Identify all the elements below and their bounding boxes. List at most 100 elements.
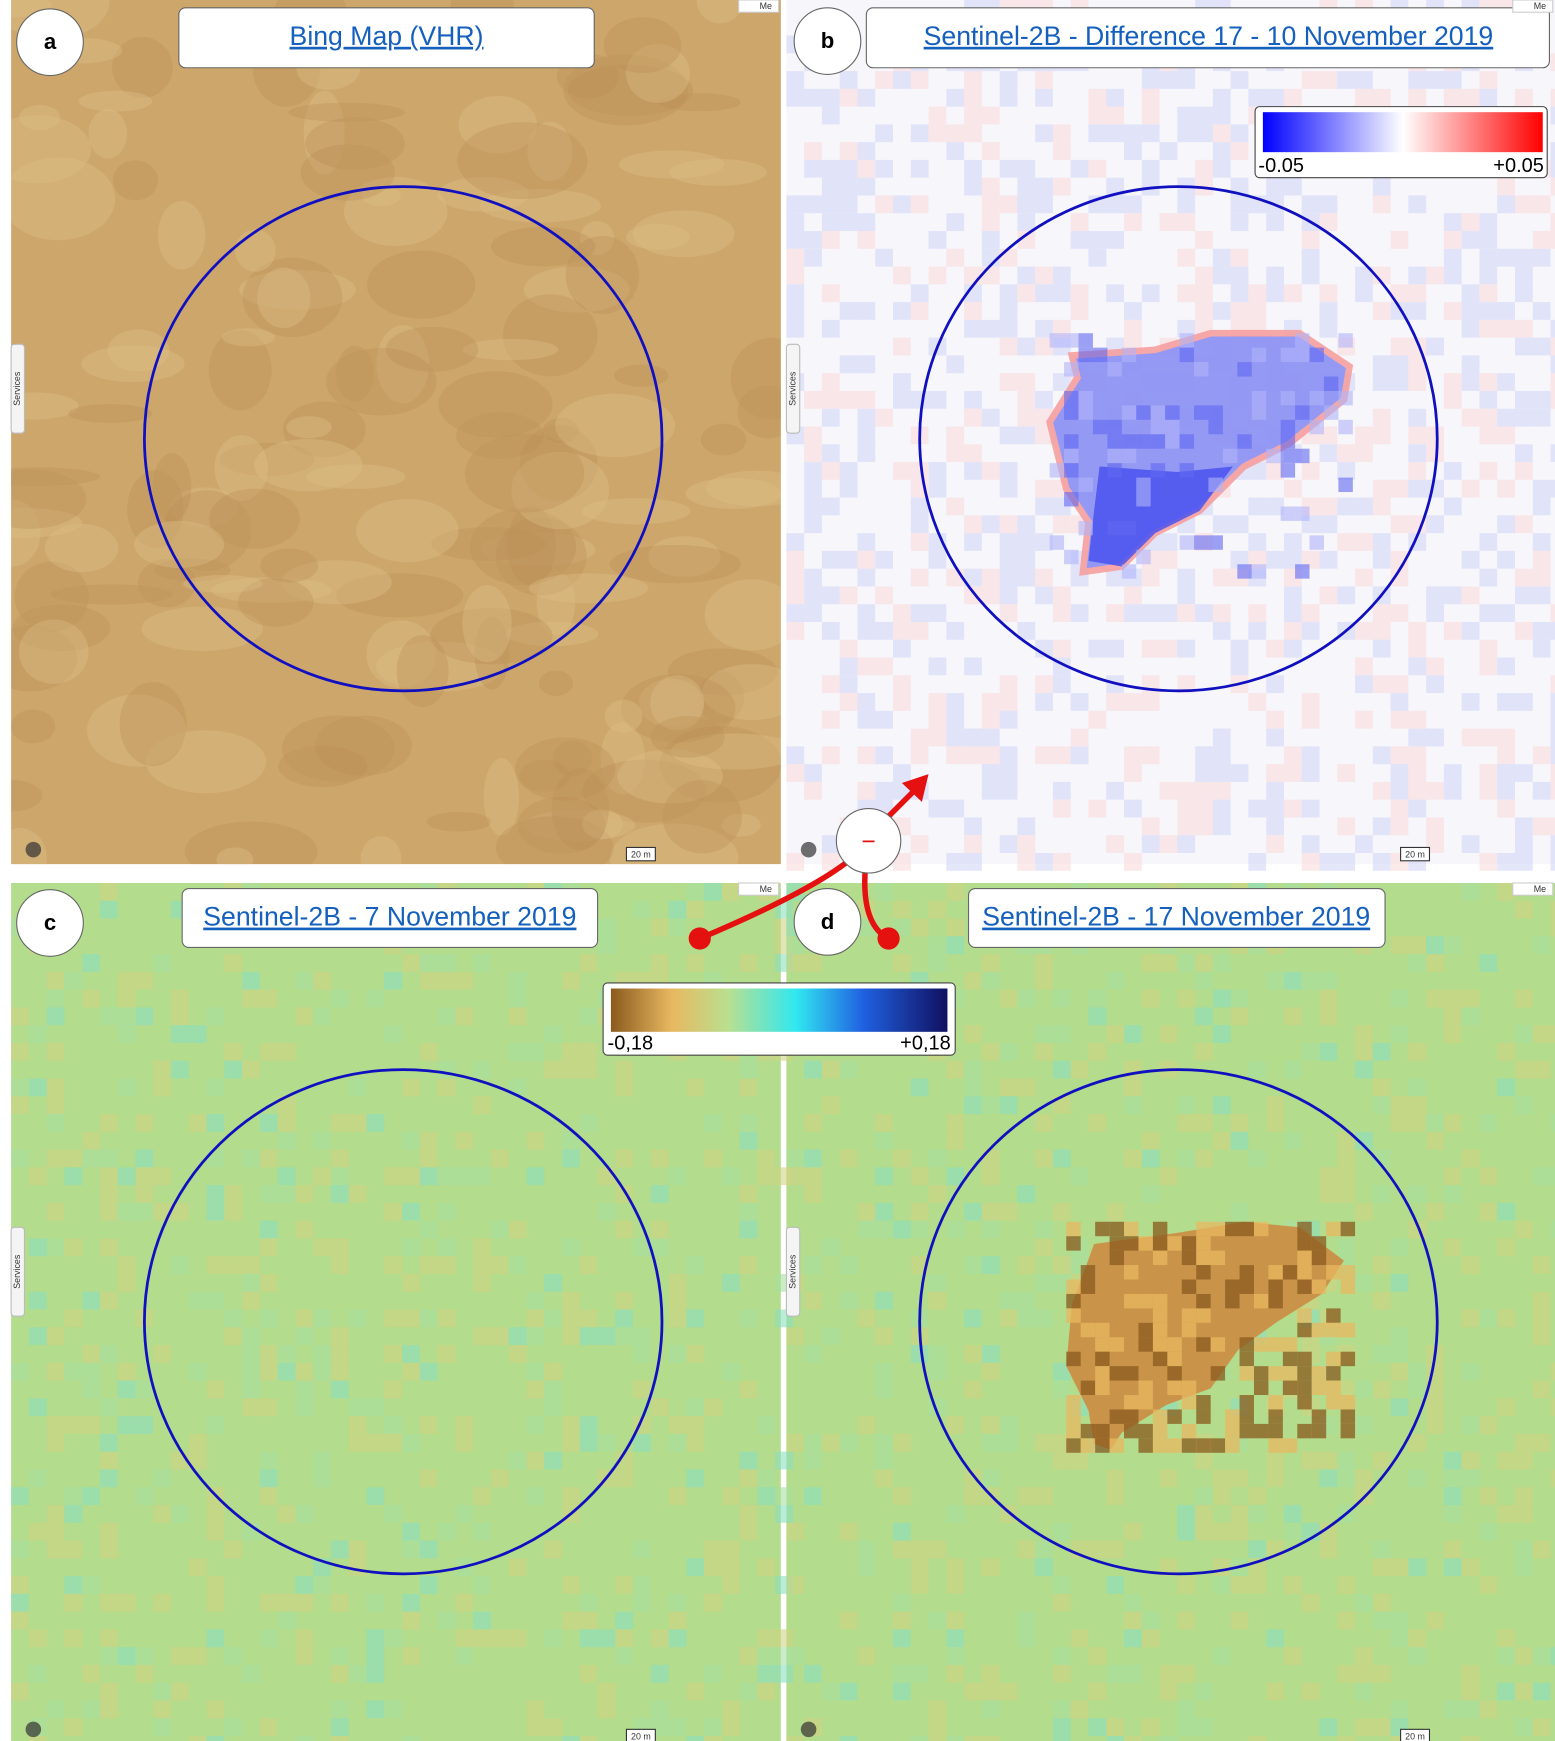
texture bbox=[1479, 729, 1497, 747]
texture bbox=[136, 1007, 154, 1025]
texture bbox=[1136, 434, 1150, 448]
texture bbox=[946, 124, 964, 142]
texture bbox=[946, 1612, 964, 1630]
texture bbox=[1106, 693, 1124, 711]
texture bbox=[1479, 373, 1497, 391]
texture bbox=[455, 1594, 473, 1612]
texture bbox=[964, 1736, 982, 1741]
texture bbox=[1106, 107, 1124, 125]
texture bbox=[207, 1505, 225, 1523]
texture bbox=[615, 1061, 633, 1079]
texture bbox=[1312, 1323, 1326, 1337]
texture bbox=[11, 1096, 29, 1114]
texture bbox=[171, 1505, 189, 1523]
texture bbox=[651, 1221, 669, 1239]
texture bbox=[1208, 405, 1222, 419]
texture bbox=[242, 1061, 260, 1079]
texture bbox=[669, 901, 687, 919]
texture bbox=[11, 1363, 29, 1381]
texture bbox=[526, 1487, 544, 1505]
texture bbox=[740, 1256, 758, 1274]
texture bbox=[1373, 178, 1391, 196]
texture bbox=[875, 1363, 893, 1381]
texture bbox=[1302, 835, 1320, 853]
texture bbox=[1341, 1395, 1355, 1409]
texture bbox=[1297, 1308, 1311, 1322]
texture bbox=[68, 404, 152, 423]
texture bbox=[1151, 463, 1165, 477]
texture bbox=[1479, 409, 1497, 427]
texture bbox=[1000, 515, 1018, 533]
texture bbox=[526, 1416, 544, 1434]
texture bbox=[875, 711, 893, 729]
texture bbox=[1551, 160, 1555, 178]
texture bbox=[1297, 1395, 1311, 1409]
texture bbox=[1515, 1683, 1533, 1701]
texture bbox=[1106, 124, 1124, 142]
texture bbox=[786, 1327, 804, 1345]
texture bbox=[1373, 622, 1391, 640]
texture bbox=[1138, 1337, 1152, 1351]
texture bbox=[1237, 564, 1251, 578]
texture bbox=[1093, 348, 1107, 362]
texture bbox=[1050, 333, 1064, 347]
texture bbox=[1110, 1251, 1124, 1265]
texture bbox=[1017, 267, 1035, 285]
texture bbox=[1106, 1541, 1124, 1559]
texture bbox=[893, 1523, 911, 1541]
texture bbox=[946, 249, 964, 267]
texture bbox=[857, 533, 875, 551]
texture bbox=[1106, 284, 1124, 302]
texture bbox=[946, 711, 964, 729]
texture bbox=[82, 1576, 100, 1594]
texture bbox=[1408, 711, 1426, 729]
texture bbox=[47, 1096, 65, 1114]
texture bbox=[893, 1612, 911, 1630]
texture bbox=[1053, 800, 1071, 818]
texture bbox=[1231, 124, 1249, 142]
texture bbox=[1106, 1718, 1124, 1736]
texture bbox=[1124, 1523, 1142, 1541]
texture bbox=[1284, 746, 1302, 764]
texture bbox=[1142, 990, 1160, 1008]
texture bbox=[1302, 249, 1320, 267]
texture bbox=[331, 1185, 349, 1203]
texture bbox=[1225, 1424, 1239, 1438]
texture bbox=[1284, 622, 1302, 640]
texture bbox=[1213, 1558, 1231, 1576]
texture bbox=[402, 1345, 420, 1363]
texture bbox=[1337, 498, 1355, 516]
texture bbox=[1268, 1265, 1282, 1279]
texture bbox=[1225, 1294, 1239, 1308]
texture bbox=[242, 1292, 260, 1310]
texture bbox=[47, 1007, 65, 1025]
texture bbox=[804, 89, 822, 107]
texture bbox=[911, 391, 929, 409]
texture bbox=[1426, 1363, 1444, 1381]
texture bbox=[911, 1736, 929, 1741]
texture bbox=[1000, 1309, 1018, 1327]
texture bbox=[1213, 515, 1231, 533]
texture bbox=[964, 124, 982, 142]
texture bbox=[875, 1381, 893, 1399]
texture bbox=[1515, 1541, 1533, 1559]
texture bbox=[982, 1683, 1000, 1701]
corner-label: Me bbox=[760, 884, 772, 894]
texture bbox=[1017, 1256, 1035, 1274]
texture bbox=[1225, 1409, 1239, 1423]
texture bbox=[857, 782, 875, 800]
texture bbox=[1196, 1294, 1210, 1308]
texture bbox=[47, 1363, 65, 1381]
texture bbox=[313, 972, 331, 990]
texture bbox=[438, 1612, 456, 1630]
texture bbox=[580, 1309, 598, 1327]
texture bbox=[1551, 711, 1555, 729]
texture bbox=[1302, 853, 1320, 871]
texture bbox=[893, 195, 911, 213]
texture bbox=[438, 1078, 456, 1096]
texture bbox=[1444, 462, 1462, 480]
texture bbox=[1017, 1541, 1035, 1559]
texture bbox=[1223, 449, 1237, 463]
texture bbox=[349, 1398, 367, 1416]
texture bbox=[740, 1452, 758, 1470]
